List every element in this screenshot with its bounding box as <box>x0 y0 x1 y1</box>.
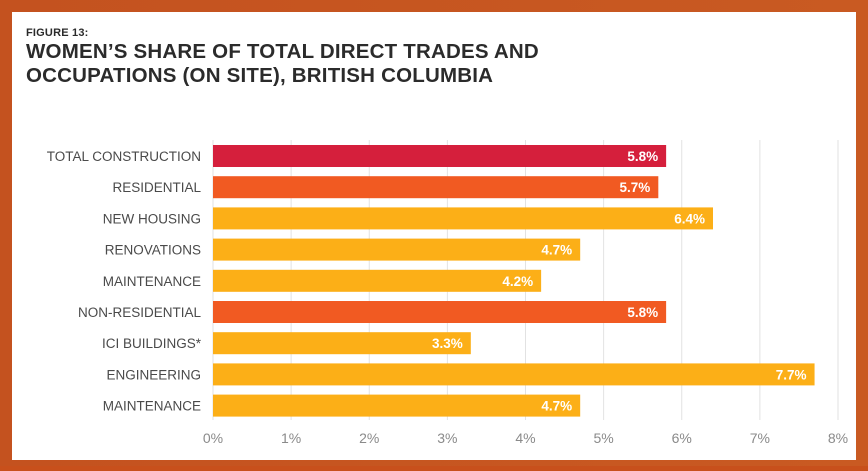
category-label: NEW HOUSING <box>103 211 201 226</box>
bar-value-label: 5.8% <box>627 149 658 164</box>
bar <box>213 269 542 292</box>
bar <box>213 176 659 199</box>
bar <box>213 238 581 261</box>
bar <box>213 394 581 417</box>
bar <box>213 332 471 355</box>
x-tick-label: 5% <box>594 430 614 446</box>
category-label: MAINTENANCE <box>103 399 201 414</box>
category-label: MAINTENANCE <box>103 274 201 289</box>
bar <box>213 301 667 323</box>
bar-value-label: 6.4% <box>674 211 705 226</box>
bar-value-label: 5.8% <box>627 305 658 320</box>
bar <box>213 145 667 167</box>
category-label: NON-RESIDENTIAL <box>78 305 202 320</box>
bar-value-label: 3.3% <box>432 336 463 351</box>
bar-value-label: 4.7% <box>541 399 572 414</box>
x-tick-label: 0% <box>203 430 223 446</box>
bar-value-label: 5.7% <box>620 180 651 195</box>
x-tick-label: 2% <box>359 430 379 446</box>
x-tick-label: 3% <box>437 430 457 446</box>
x-tick-label: 7% <box>750 430 770 446</box>
bar-value-label: 7.7% <box>776 367 807 382</box>
category-label: TOTAL CONSTRUCTION <box>47 149 201 164</box>
bar <box>213 363 815 386</box>
chart-title: WOMEN’S SHARE OF TOTAL DIRECT TRADES AND… <box>26 40 539 87</box>
bar <box>213 207 713 230</box>
bar-value-label: 4.2% <box>502 274 533 289</box>
x-tick-label: 8% <box>828 430 848 446</box>
category-label: ICI BUILDINGS* <box>102 336 202 351</box>
bar-value-label: 4.7% <box>541 243 572 258</box>
category-label: RENOVATIONS <box>105 243 201 258</box>
category-label: RESIDENTIAL <box>112 180 201 195</box>
category-label: ENGINEERING <box>106 367 201 382</box>
x-tick-label: 6% <box>672 430 692 446</box>
figure-label: FIGURE 13: <box>26 27 89 39</box>
x-tick-label: 1% <box>281 430 301 446</box>
x-tick-label: 4% <box>515 430 535 446</box>
